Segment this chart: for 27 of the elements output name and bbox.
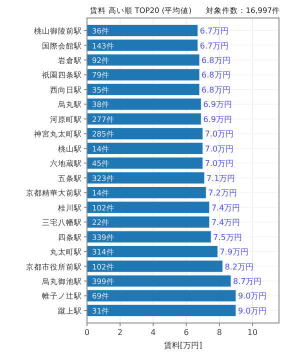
data-label: 9.0万円 [238,292,267,301]
data-label: 7.4万円 [211,203,240,212]
data-label: 6.8万円 [202,70,230,80]
x-tick-label: 6 [184,328,189,337]
data-label: 7.4万円 [211,218,240,228]
data-label: 6.9万円 [203,114,232,124]
data-label: 8.7万円 [233,277,262,286]
data-label: 6.8万円 [202,85,230,94]
x-tick-label: 0 [84,328,90,337]
x-tick-label: 2 [118,328,123,337]
data-label: 7.9万円 [220,248,248,257]
data-label: 7.0万円 [204,130,234,139]
data-label: 7.0万円 [204,144,234,154]
data-label: 7.5万円 [213,232,242,242]
data-label: 6.7万円 [200,26,229,36]
x-tick-label: 4 [150,328,156,337]
data-label: 6.9万円 [203,100,232,110]
data-label: 9.0万円 [238,306,267,316]
data-label: 8.2万円 [224,262,254,272]
x-axis-title: 賃料[万円] [164,341,202,350]
data-label: 6.7万円 [200,41,229,50]
x-tick-label: 8 [216,328,222,337]
data-label: 7.2万円 [208,188,237,198]
data-label: 6.8万円 [202,56,230,65]
data-label: 7.0万円 [204,159,234,168]
data-label: 7.1万円 [206,174,236,183]
x-tick-label: 10 [247,328,258,337]
